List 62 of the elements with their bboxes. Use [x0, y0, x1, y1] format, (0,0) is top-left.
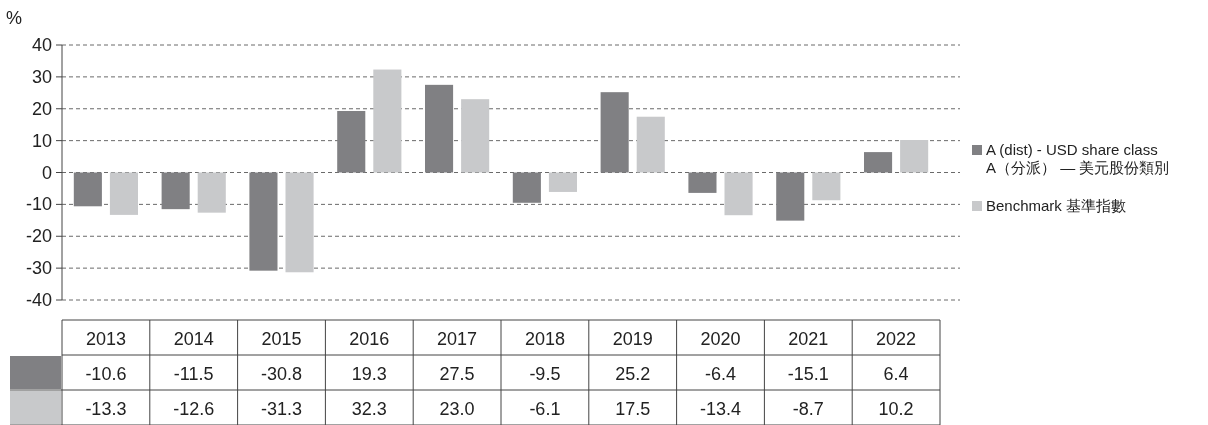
y-tick-label: 20: [31, 98, 52, 119]
x-tick-label: 2018: [524, 328, 565, 349]
text: -15.1: [787, 363, 829, 384]
x-tick-label: 2014: [173, 328, 214, 349]
y-tick-label: -40: [25, 290, 52, 310]
bar: [636, 116, 665, 173]
bar: [900, 139, 929, 173]
bar: [776, 172, 805, 221]
text: -8.7: [792, 398, 824, 419]
text: -6.4: [704, 363, 737, 384]
y-tick-label: 0: [41, 162, 52, 183]
x-tick-label: 2016: [349, 328, 390, 349]
bar: [285, 172, 314, 273]
text: -30.8: [260, 363, 303, 384]
bar: [688, 172, 717, 193]
bar: [600, 92, 629, 173]
bar: [812, 172, 841, 201]
y-tick-label: 10: [31, 130, 52, 151]
text: 25.2: [615, 363, 651, 384]
bar: [161, 172, 190, 210]
y-tick-label: -30: [25, 258, 52, 279]
text: 27.5: [439, 363, 475, 384]
y-tick-label: 40: [31, 35, 52, 55]
x-tick-label: 2013: [85, 328, 126, 349]
bar: [109, 172, 138, 215]
text: -9.5: [529, 363, 561, 384]
legend-label: Benchmark 基準指數: [986, 197, 1127, 214]
x-tick-label: 2022: [876, 328, 917, 349]
y-tick-label: -20: [25, 226, 52, 247]
x-tick-label: 2015: [261, 328, 302, 349]
bar: [548, 172, 577, 192]
text: -12.6: [173, 398, 215, 419]
text: -10.6: [85, 363, 127, 384]
text: 17.5: [615, 398, 651, 419]
bar: [512, 172, 541, 203]
y-tick-label: -10: [25, 194, 52, 215]
y-tick-label: 30: [31, 66, 52, 87]
text: -31.3: [260, 398, 303, 419]
text: 23.0: [439, 398, 475, 419]
text: -6.1: [529, 398, 561, 419]
bar: [337, 110, 366, 173]
bar: [724, 172, 753, 216]
x-tick-label: 2020: [700, 328, 741, 349]
bar: [249, 172, 278, 271]
bar: [864, 152, 893, 173]
text: 6.4: [883, 363, 909, 384]
text: 32.3: [351, 398, 387, 419]
x-tick-label: 2019: [612, 328, 653, 349]
bar: [461, 99, 490, 173]
legend-label: A (dist) - USD share class A（分派） — 美元股份類別: [986, 141, 1170, 176]
x-tick-label: 2021: [788, 328, 829, 349]
text: -13.4: [699, 398, 742, 419]
bar: [373, 69, 402, 173]
text: -11.5: [173, 363, 214, 384]
x-tick-label: 2017: [437, 328, 478, 349]
text: 10.2: [878, 398, 914, 419]
y-axis-title: %: [6, 8, 23, 28]
bar: [425, 84, 454, 173]
text: 19.3: [351, 363, 387, 384]
text: -13.3: [85, 398, 127, 419]
bar: [197, 172, 226, 213]
bar: [73, 172, 102, 207]
